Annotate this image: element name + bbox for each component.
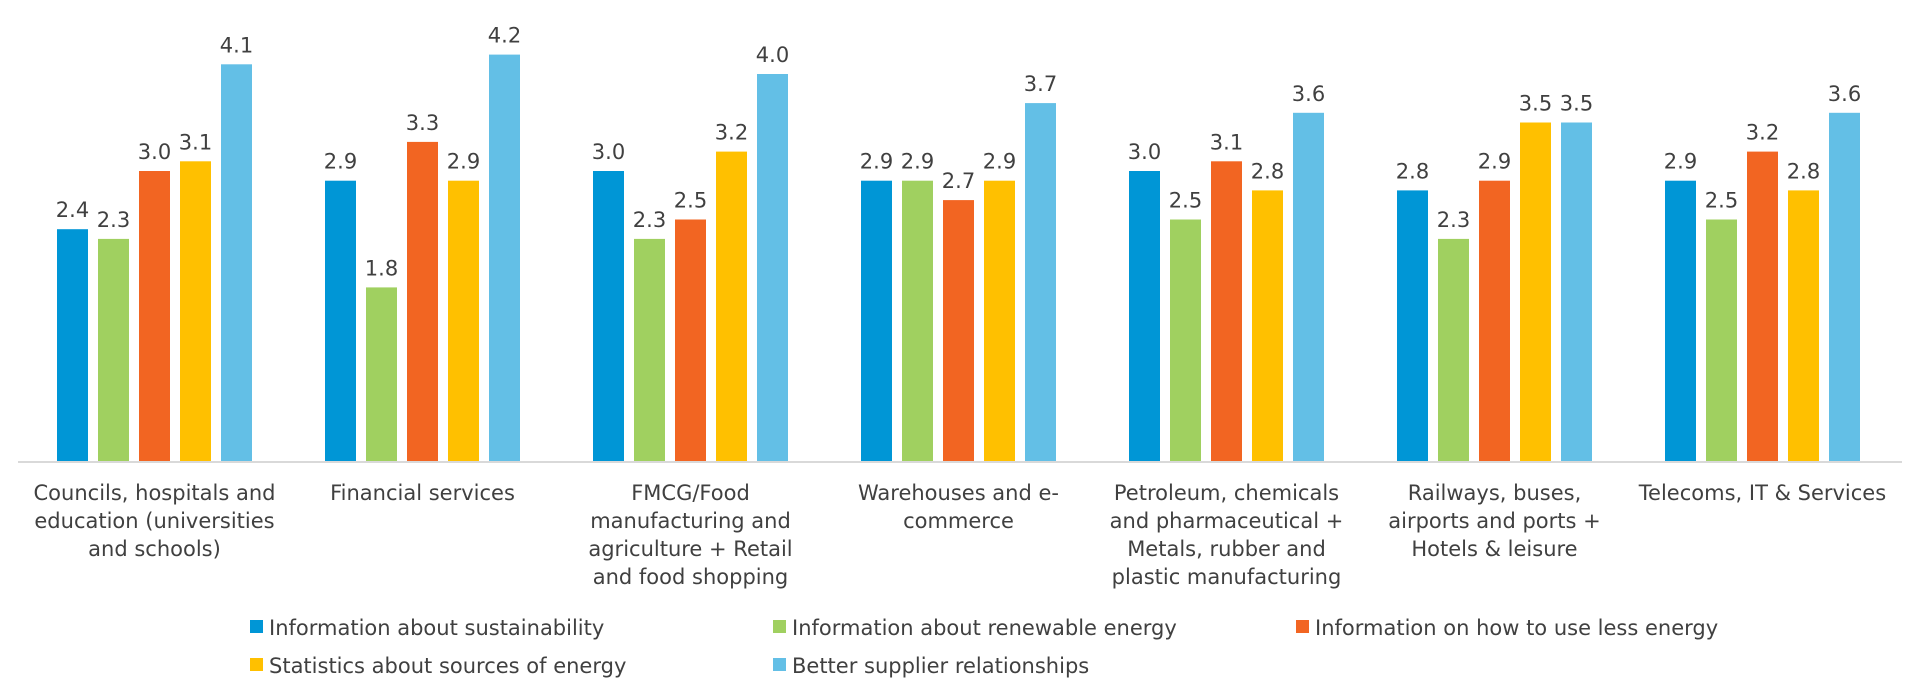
value-label-1-1: 2.4 xyxy=(56,198,89,222)
bar-2-3 xyxy=(407,141,438,462)
value-label-1-3: 3.0 xyxy=(138,140,171,164)
bar-1-3 xyxy=(139,171,170,462)
category-label-6: Railways, buses, airports and ports + Hote… xyxy=(1388,481,1600,561)
bar-6-4 xyxy=(1520,122,1551,462)
bar-2-2 xyxy=(366,287,397,462)
bar-3-4 xyxy=(716,151,747,462)
bar-7-3 xyxy=(1747,151,1778,462)
bar-6-5 xyxy=(1561,122,1592,462)
value-label-3-5: 4.0 xyxy=(756,43,789,67)
value-label-5-4: 2.8 xyxy=(1251,159,1284,183)
bar-5-1 xyxy=(1129,171,1160,462)
value-label-1-4: 3.1 xyxy=(179,130,212,154)
category-label-4: Warehouses and e-commerce xyxy=(858,481,1059,533)
value-label-6-5: 3.5 xyxy=(1560,92,1593,116)
bar-4-4 xyxy=(984,180,1015,462)
legend-swatch-3 xyxy=(1296,620,1309,633)
bar-6-3 xyxy=(1479,180,1510,462)
bar-7-1 xyxy=(1665,180,1696,462)
bar-4-2 xyxy=(902,180,933,462)
legend-label-2: Information about renewable energy xyxy=(792,616,1177,640)
bar-3-2 xyxy=(634,238,665,462)
category-label-1: Councils, hospitals and education (univer… xyxy=(34,481,276,561)
bar-5-3 xyxy=(1211,161,1242,463)
value-label-3-1: 3.0 xyxy=(592,140,625,164)
value-label-3-3: 2.5 xyxy=(674,189,707,213)
bars-group xyxy=(57,54,1860,463)
legend-label-5: Better supplier relationships xyxy=(792,654,1089,678)
bar-6-2 xyxy=(1438,238,1469,462)
bar-1-1 xyxy=(57,229,88,462)
bar-7-2 xyxy=(1706,219,1737,462)
category-label-7: Telecoms, IT & Services xyxy=(1638,481,1886,505)
legend-label-1: Information about sustainability xyxy=(269,616,604,640)
value-label-6-1: 2.8 xyxy=(1396,159,1429,183)
value-label-3-4: 3.2 xyxy=(715,121,748,145)
bar-2-1 xyxy=(325,180,356,462)
value-label-4-2: 2.9 xyxy=(901,150,934,174)
value-label-2-3: 3.3 xyxy=(406,111,439,135)
value-label-5-5: 3.6 xyxy=(1292,82,1325,106)
value-label-2-5: 4.2 xyxy=(488,24,521,48)
value-label-4-1: 2.9 xyxy=(860,150,893,174)
legend-label-4: Statistics about sources of energy xyxy=(269,654,626,678)
bar-6-1 xyxy=(1397,190,1428,462)
legend-swatch-5 xyxy=(773,658,786,671)
category-label-2: Financial services xyxy=(330,481,515,505)
bar-3-3 xyxy=(675,219,706,462)
legend: Information about sustainability Informat… xyxy=(250,616,1718,678)
bar-7-4 xyxy=(1788,190,1819,462)
legend-label-3: Information on how to use less energy xyxy=(1315,616,1718,640)
bar-4-3 xyxy=(943,200,974,462)
value-label-6-3: 2.9 xyxy=(1478,150,1511,174)
bar-1-2 xyxy=(98,238,129,462)
value-label-7-3: 3.2 xyxy=(1746,121,1779,145)
bar-4-1 xyxy=(861,180,892,462)
value-label-6-4: 3.5 xyxy=(1519,92,1552,116)
value-label-4-3: 2.7 xyxy=(942,169,975,193)
category-label-5: Petroleum, chemicals and pharmaceutical +… xyxy=(1110,481,1344,589)
value-label-6-2: 2.3 xyxy=(1437,208,1470,232)
category-label-3: FMCG/Food manufacturing and agriculture + … xyxy=(588,481,792,589)
value-label-7-5: 3.6 xyxy=(1828,82,1861,106)
value-label-2-2: 1.8 xyxy=(365,256,398,280)
value-labels-group: 2.4 2.3 3.0 3.1 4.1 2.9 1.8 3.3 2.9 4.2 3.0 2.3 2.5 3… xyxy=(56,24,1861,281)
value-label-5-2: 2.5 xyxy=(1169,189,1202,213)
bar-7-5 xyxy=(1829,112,1860,463)
value-label-5-1: 3.0 xyxy=(1128,140,1161,164)
value-label-2-4: 2.9 xyxy=(447,150,480,174)
value-label-4-5: 3.7 xyxy=(1024,72,1057,96)
legend-swatch-4 xyxy=(250,658,263,671)
value-label-5-3: 3.1 xyxy=(1210,130,1243,154)
value-label-7-1: 2.9 xyxy=(1664,150,1697,174)
bar-2-4 xyxy=(448,180,479,462)
bar-2-5 xyxy=(489,54,520,462)
legend-swatch-1 xyxy=(250,620,263,633)
bar-5-4 xyxy=(1252,190,1283,462)
bar-1-5 xyxy=(221,64,252,463)
value-label-2-1: 2.9 xyxy=(324,150,357,174)
value-label-3-2: 2.3 xyxy=(633,208,666,232)
category-labels-group: Councils, hospitals and education (univer… xyxy=(34,481,1887,589)
value-label-7-4: 2.8 xyxy=(1787,159,1820,183)
legend-swatch-2 xyxy=(773,620,786,633)
value-label-7-2: 2.5 xyxy=(1705,189,1738,213)
value-label-1-5: 4.1 xyxy=(220,33,253,57)
bar-4-5 xyxy=(1025,103,1056,462)
bar-5-2 xyxy=(1170,219,1201,462)
value-label-4-4: 2.9 xyxy=(983,150,1016,174)
bar-1-4 xyxy=(180,161,211,463)
value-label-1-2: 2.3 xyxy=(97,208,130,232)
bar-5-5 xyxy=(1293,112,1324,463)
bar-3-1 xyxy=(593,171,624,462)
bar-3-5 xyxy=(757,74,788,462)
